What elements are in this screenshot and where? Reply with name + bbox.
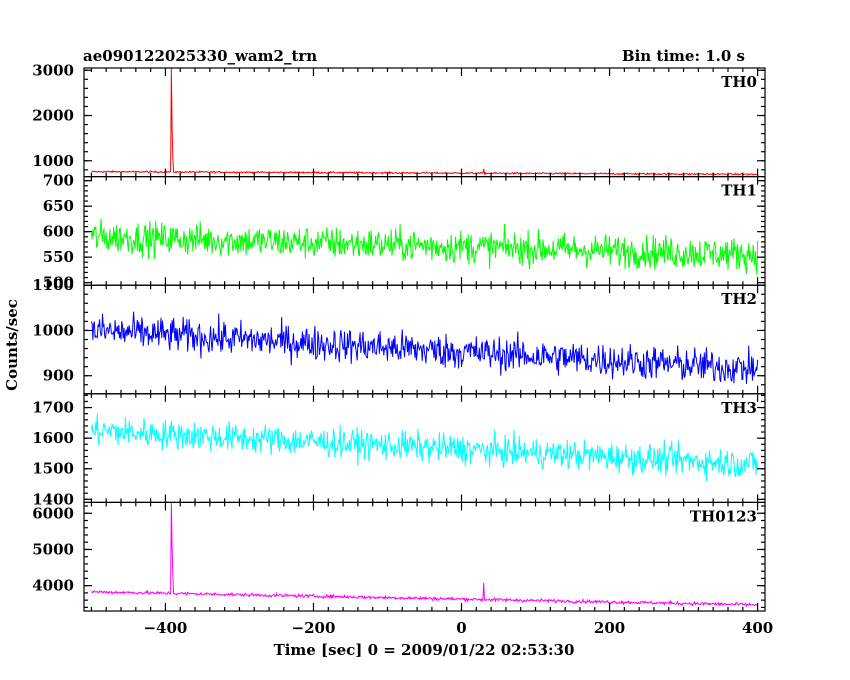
y-tick-label: 1400 (32, 490, 74, 508)
panel-frame (83, 67, 766, 178)
y-tick-label: 3000 (32, 61, 74, 79)
x-tick-label: 200 (594, 619, 625, 637)
panel-th1: 500 550 600 650 700 TH1 (43, 172, 766, 292)
y-tick-label: 6000 (32, 504, 74, 522)
plot-title: ae090122025330_wam2_trn (83, 47, 317, 65)
panel-th2: 900 1000 1100 TH2 (32, 276, 766, 395)
x-tick-label: 400 (742, 619, 773, 637)
panel-label-th3: TH3 (721, 399, 757, 417)
series-line-th0 (91, 68, 758, 176)
y-tick-label: 1000 (32, 321, 74, 339)
y-tick-label: 2000 (32, 107, 74, 125)
x-axis-label: Time [sec] 0 = 2009/01/22 02:53:30 (274, 641, 575, 659)
y-tick-label: 1100 (32, 276, 74, 294)
panel-th0: 1000 2000 3000 TH0 (32, 61, 766, 178)
y-tick-label: 500 (43, 274, 74, 292)
panel-label-th2: TH2 (721, 290, 757, 308)
panel-stack: 1000 2000 3000 TH0 500 550 600 650 700 TH1 900 1000… (32, 61, 766, 612)
panel-label-th0123: TH0123 (690, 507, 757, 525)
x-tick-label: −200 (292, 619, 336, 637)
panel-frame (83, 393, 766, 503)
y-tick-label: 1700 (32, 399, 74, 417)
y-tick-label: 700 (43, 172, 74, 190)
panel-th3: 1400 1500 1600 1700 TH3 (32, 393, 766, 508)
bin-time-label: Bin time: 1.0 s (622, 47, 745, 65)
series-line-th0123 (91, 502, 759, 608)
panel-frame (83, 284, 766, 395)
y-tick-label: 650 (43, 197, 74, 215)
x-tick-label: 0 (456, 619, 466, 637)
y-tick-label: 900 (43, 367, 74, 385)
series-line-th3 (90, 413, 759, 482)
y-tick-label: 4000 (32, 577, 74, 595)
panel-th0123: 4000 5000 6000 TH0123 (32, 501, 766, 612)
panel-label-th0: TH0 (721, 73, 757, 91)
panel-frame (83, 176, 766, 286)
series-line-th1 (90, 218, 759, 275)
series-line-th2 (90, 311, 759, 384)
y-axis-label: Counts/sec (3, 299, 21, 391)
y-tick-label: 1600 (32, 429, 74, 447)
y-tick-label: 1500 (32, 460, 74, 478)
x-tick-label: −400 (143, 619, 187, 637)
panel-label-th1: TH1 (721, 182, 757, 200)
y-tick-label: 1000 (32, 152, 74, 170)
x-axis: −400 −200 0 200 400 (143, 619, 773, 637)
y-tick-label: 5000 (32, 540, 74, 558)
y-tick-label: 600 (43, 223, 74, 241)
y-tick-label: 550 (43, 248, 74, 266)
